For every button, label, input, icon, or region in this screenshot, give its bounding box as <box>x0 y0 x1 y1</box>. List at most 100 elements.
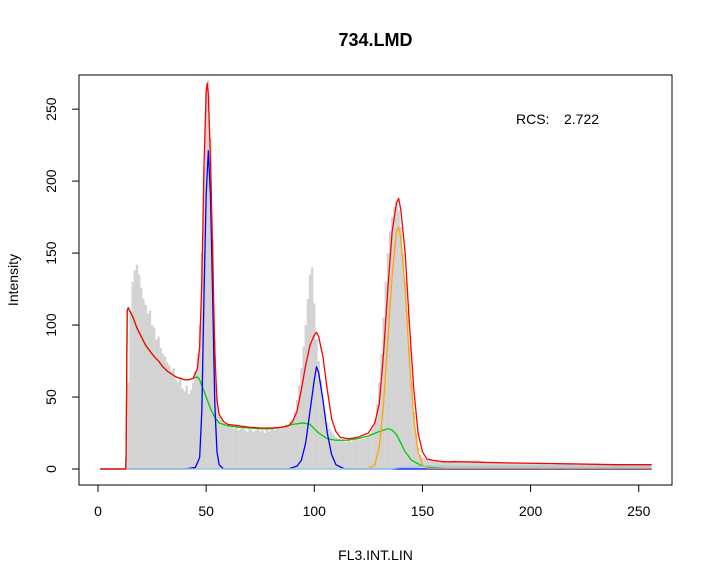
histogram-bar <box>388 231 392 469</box>
histogram-bar <box>473 460 476 469</box>
histogram-bar <box>371 428 374 469</box>
histogram-bar <box>631 466 634 469</box>
histogram-bar <box>404 281 407 469</box>
histogram-bar <box>600 464 604 469</box>
histogram-bar <box>185 385 188 469</box>
histogram-bar <box>481 461 485 469</box>
histogram-bar <box>635 466 638 469</box>
histogram-bar <box>414 433 418 469</box>
histogram-bar <box>215 397 219 469</box>
histogram-bar <box>133 270 137 469</box>
fit-curve-5 <box>100 82 652 470</box>
histogram-bar <box>231 425 234 469</box>
x-tick-label: 100 <box>303 503 327 519</box>
y-axis: 0 50 100 150 200 250 <box>43 97 80 473</box>
histogram-bar <box>486 461 489 469</box>
histogram-bar <box>397 209 400 469</box>
histogram-bar <box>488 461 491 469</box>
histogram-bar <box>337 438 340 469</box>
histogram-bar <box>317 361 320 469</box>
histogram-bar <box>391 217 394 469</box>
histogram-bar <box>343 441 346 469</box>
histogram-bar <box>442 461 446 469</box>
histogram-bar <box>616 464 619 469</box>
histogram-bar <box>375 404 379 469</box>
histogram-bar <box>367 435 370 469</box>
histogram-bar <box>585 464 589 469</box>
histogram-bar <box>605 464 608 469</box>
histogram-bar <box>369 433 372 469</box>
histogram-bar <box>609 464 612 469</box>
histogram-bar <box>252 431 255 469</box>
histogram-bar <box>291 418 294 469</box>
histogram-bar <box>148 310 152 469</box>
histogram-bar <box>218 414 221 469</box>
histogram-bar <box>445 461 448 469</box>
histogram-bar <box>362 438 366 469</box>
histogram-bar <box>460 461 463 469</box>
histogram-bar <box>406 310 409 469</box>
histogram-bar <box>339 440 342 469</box>
histogram-bar <box>471 460 474 469</box>
x-tick-label: 0 <box>94 503 102 519</box>
histogram-bar <box>161 353 165 469</box>
histogram-bar <box>239 428 242 469</box>
histogram-bar <box>577 464 580 469</box>
histogram-bar <box>328 428 331 469</box>
histogram-bar <box>163 356 167 469</box>
histogram-bar <box>332 434 335 469</box>
histogram-bar <box>490 461 493 469</box>
histogram-bar <box>633 466 636 469</box>
histogram-bar <box>224 425 227 469</box>
histogram-bar <box>352 440 355 469</box>
histogram-bar <box>613 464 617 469</box>
histogram-bar <box>436 460 439 469</box>
histogram-bar <box>144 304 147 469</box>
histogram-bar <box>287 425 290 469</box>
histogram-bar <box>574 464 578 469</box>
histogram-bar <box>603 464 606 469</box>
histogram-bar <box>300 368 303 469</box>
histogram-bar <box>274 430 277 469</box>
histogram-bar <box>176 382 180 469</box>
histogram-bar <box>477 460 480 469</box>
y-axis-label: Intensity <box>5 254 21 306</box>
histogram-bar <box>198 325 201 469</box>
histogram-bar <box>302 346 305 469</box>
histogram-bar <box>166 362 169 469</box>
histogram-bar <box>624 465 628 469</box>
histogram-bar <box>241 427 245 469</box>
fit-curve-3 <box>100 226 652 470</box>
histogram-bar <box>386 253 390 469</box>
histogram-bar <box>594 464 597 469</box>
histogram-bar <box>620 465 623 469</box>
histogram-bar <box>345 441 348 469</box>
histogram-bar <box>494 461 498 469</box>
histogram-bar <box>330 431 333 469</box>
histogram-bar <box>146 313 149 469</box>
histogram-bar <box>155 339 158 469</box>
histogram-bar <box>399 227 403 469</box>
histogram-bar <box>179 376 182 469</box>
chart-title: 734.LMD <box>338 30 412 50</box>
histogram-bar <box>468 461 472 469</box>
histogram-bar <box>393 207 396 470</box>
histogram-bar <box>237 430 240 469</box>
histogram-bar <box>358 440 361 469</box>
histogram-bar <box>319 379 323 469</box>
histogram-bar <box>315 339 318 469</box>
histogram-bar <box>189 389 193 469</box>
histogram-bar <box>129 310 132 469</box>
histogram-bar <box>646 466 649 469</box>
histogram-bar <box>308 274 312 469</box>
histogram-bar <box>321 399 325 469</box>
histogram-bar <box>354 438 357 469</box>
histogram-bar <box>581 464 584 469</box>
histogram-bar <box>142 299 145 469</box>
histogram-bar <box>153 327 156 469</box>
histogram-bar <box>261 430 264 469</box>
histogram-bar <box>572 464 576 469</box>
x-tick-label: 150 <box>411 503 435 519</box>
histogram-bar <box>464 461 467 469</box>
histogram-bar <box>150 325 154 469</box>
